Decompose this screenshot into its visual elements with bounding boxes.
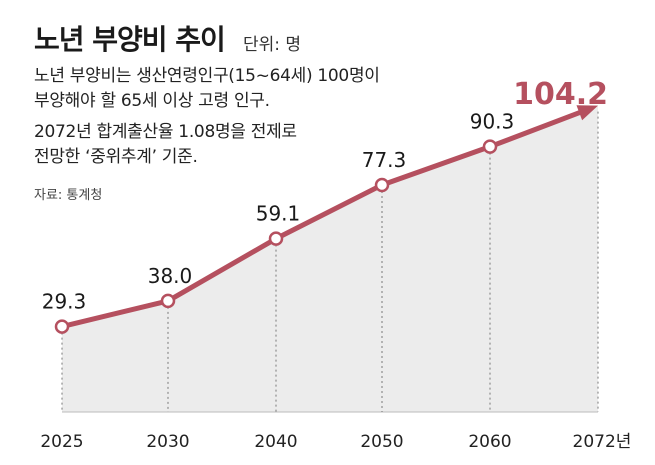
value-label: 29.3: [42, 290, 87, 314]
description-definition: 노년 부양비는 생산연령인구(15~64세) 100명이 부양해야 할 65세 …: [34, 64, 380, 114]
data-point: [482, 139, 498, 154]
unit-label: 단위: 명: [243, 35, 302, 55]
series-line: [59, 110, 582, 330]
description-line: 부양해야 할 65세 이상 고령 인구.: [34, 91, 270, 111]
x-tick-label: 2050: [360, 432, 403, 452]
description-line: 노년 부양비는 생산연령인구(15~64세) 100명이: [34, 66, 380, 86]
x-tick-label: 2040: [254, 432, 297, 452]
value-label: 59.1: [256, 202, 301, 226]
x-tick-label: 2072년: [573, 432, 632, 452]
chart-title: 노년 부양비 추이: [34, 23, 226, 56]
data-point: [374, 177, 390, 193]
description-assumption: 2072년 합계출산율 1.08명을 전제로 전망한 ‘중위추계’ 기준.: [34, 120, 297, 170]
x-tick-label: 2030: [146, 432, 189, 452]
data-point: [54, 319, 70, 334]
value-label: 77.3: [362, 148, 407, 172]
data-point: [268, 231, 284, 246]
value-label: 38.0: [148, 264, 193, 288]
description-line: 전망한 ‘중위추계’ 기준.: [34, 147, 198, 167]
value-label: 104.2: [513, 77, 608, 112]
area-fill: [62, 105, 598, 413]
x-tick-label: 2060: [468, 432, 511, 452]
x-tick-label: 2025: [40, 432, 83, 452]
value-label: 90.3: [470, 110, 515, 134]
arrowhead: [576, 105, 598, 121]
source-label: 자료: 통계청: [34, 188, 103, 203]
description-line: 2072년 합계출산율 1.08명을 전제로: [34, 122, 297, 142]
data-point: [160, 293, 176, 309]
